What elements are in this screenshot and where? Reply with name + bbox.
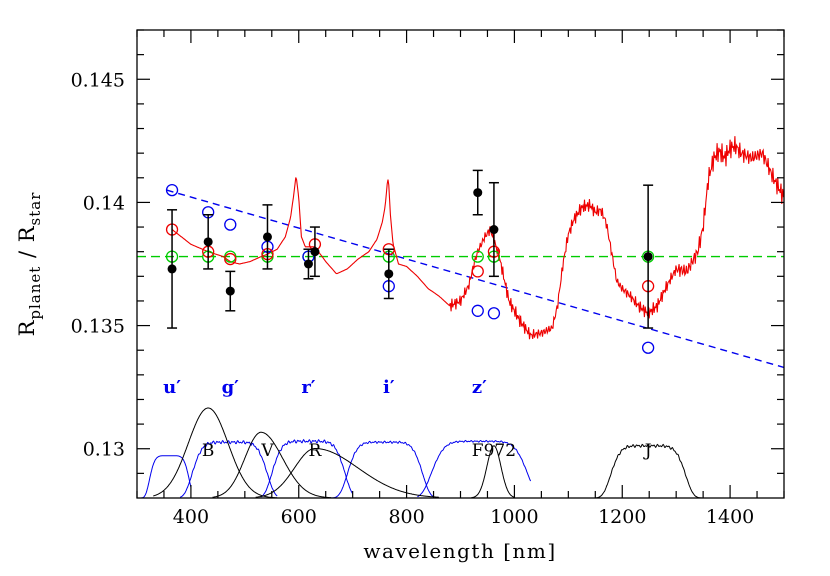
- filter-j-curve: [595, 443, 704, 498]
- plot-frame: [136, 29, 785, 499]
- atmosphere-model-marker: [224, 252, 237, 266]
- x-tick-label: 1400: [706, 506, 754, 528]
- y-axis-label: Rplanet / Rstar: [15, 192, 44, 337]
- observed-point: [167, 264, 177, 274]
- filter-i-curve: [331, 440, 434, 498]
- filter-b-curve: [153, 407, 278, 498]
- filter-labels: u′ g′ r′ i′ z′ B V R F972 J: [163, 377, 652, 461]
- x-tick-label: 1000: [490, 506, 538, 528]
- rayleigh-model-marker: [224, 218, 237, 231]
- model-layer: [137, 136, 784, 369]
- x-tick-label: 1200: [598, 506, 646, 528]
- observed-point: [262, 232, 272, 242]
- observed-point: [303, 259, 313, 269]
- axis-ticks: 400 600 800 1000 1200 1400 0.13 0.135 0.14 0.145: [71, 29, 785, 528]
- flat-model-marker: [471, 250, 484, 263]
- x-axis-label: wavelength [nm]: [363, 539, 556, 563]
- observed-point: [643, 252, 653, 262]
- filter-z-curve: [417, 439, 532, 498]
- rayleigh-model-marker: [487, 307, 501, 320]
- filter-label-blue: z′: [472, 377, 487, 398]
- filter-label-black: J: [643, 441, 652, 461]
- x-tick-label: 400: [173, 506, 209, 528]
- x-tick-label: 600: [281, 506, 317, 528]
- y-label-r2: R: [15, 225, 39, 242]
- observed-point: [489, 225, 499, 235]
- observed-point: [310, 247, 320, 257]
- filter-f972-curve: [471, 445, 515, 498]
- filter-label-black: B: [202, 441, 215, 461]
- model-spectrum-line: [171, 136, 784, 340]
- y-tick-label: 0.145: [71, 69, 125, 91]
- observed-point: [225, 286, 235, 296]
- rayleigh-model-marker: [471, 304, 484, 317]
- atmosphere-model-marker: [471, 265, 484, 278]
- y-tick-label: 0.14: [83, 192, 125, 214]
- observed-point: [203, 237, 213, 247]
- y-label-planet: planet: [26, 266, 44, 320]
- filter-label-black: R: [309, 441, 323, 461]
- y-label-sep: /: [15, 242, 39, 265]
- x-tick-label: 800: [388, 506, 424, 528]
- filter-curves: [137, 407, 704, 498]
- filter-label-black: V: [260, 441, 274, 461]
- filter-u-curve: [137, 455, 192, 498]
- filter-label-blue: u′: [163, 377, 181, 398]
- filter-v-curve: [212, 431, 332, 498]
- y-tick-label: 0.13: [83, 439, 125, 461]
- filter-r-curve: [260, 438, 354, 498]
- filter-label-blue: r′: [301, 377, 315, 398]
- filter-label-blue: i′: [383, 377, 395, 398]
- y-tick-label: 0.135: [71, 316, 125, 338]
- observed-point: [473, 188, 483, 198]
- filter-g-curve: [179, 439, 278, 498]
- rayleigh-model-marker: [641, 341, 655, 354]
- filter-label-black: F972: [472, 441, 516, 461]
- y-label-star: star: [26, 192, 44, 226]
- y-label-r1: R: [15, 319, 39, 336]
- rayleigh-model-marker: [165, 183, 179, 197]
- observed-point: [384, 269, 394, 279]
- data-points-layer: [165, 169, 655, 354]
- filter-bigr-curve: [255, 448, 439, 498]
- filter-label-blue: g′: [222, 377, 240, 398]
- rayleigh-slope-line: [166, 189, 784, 369]
